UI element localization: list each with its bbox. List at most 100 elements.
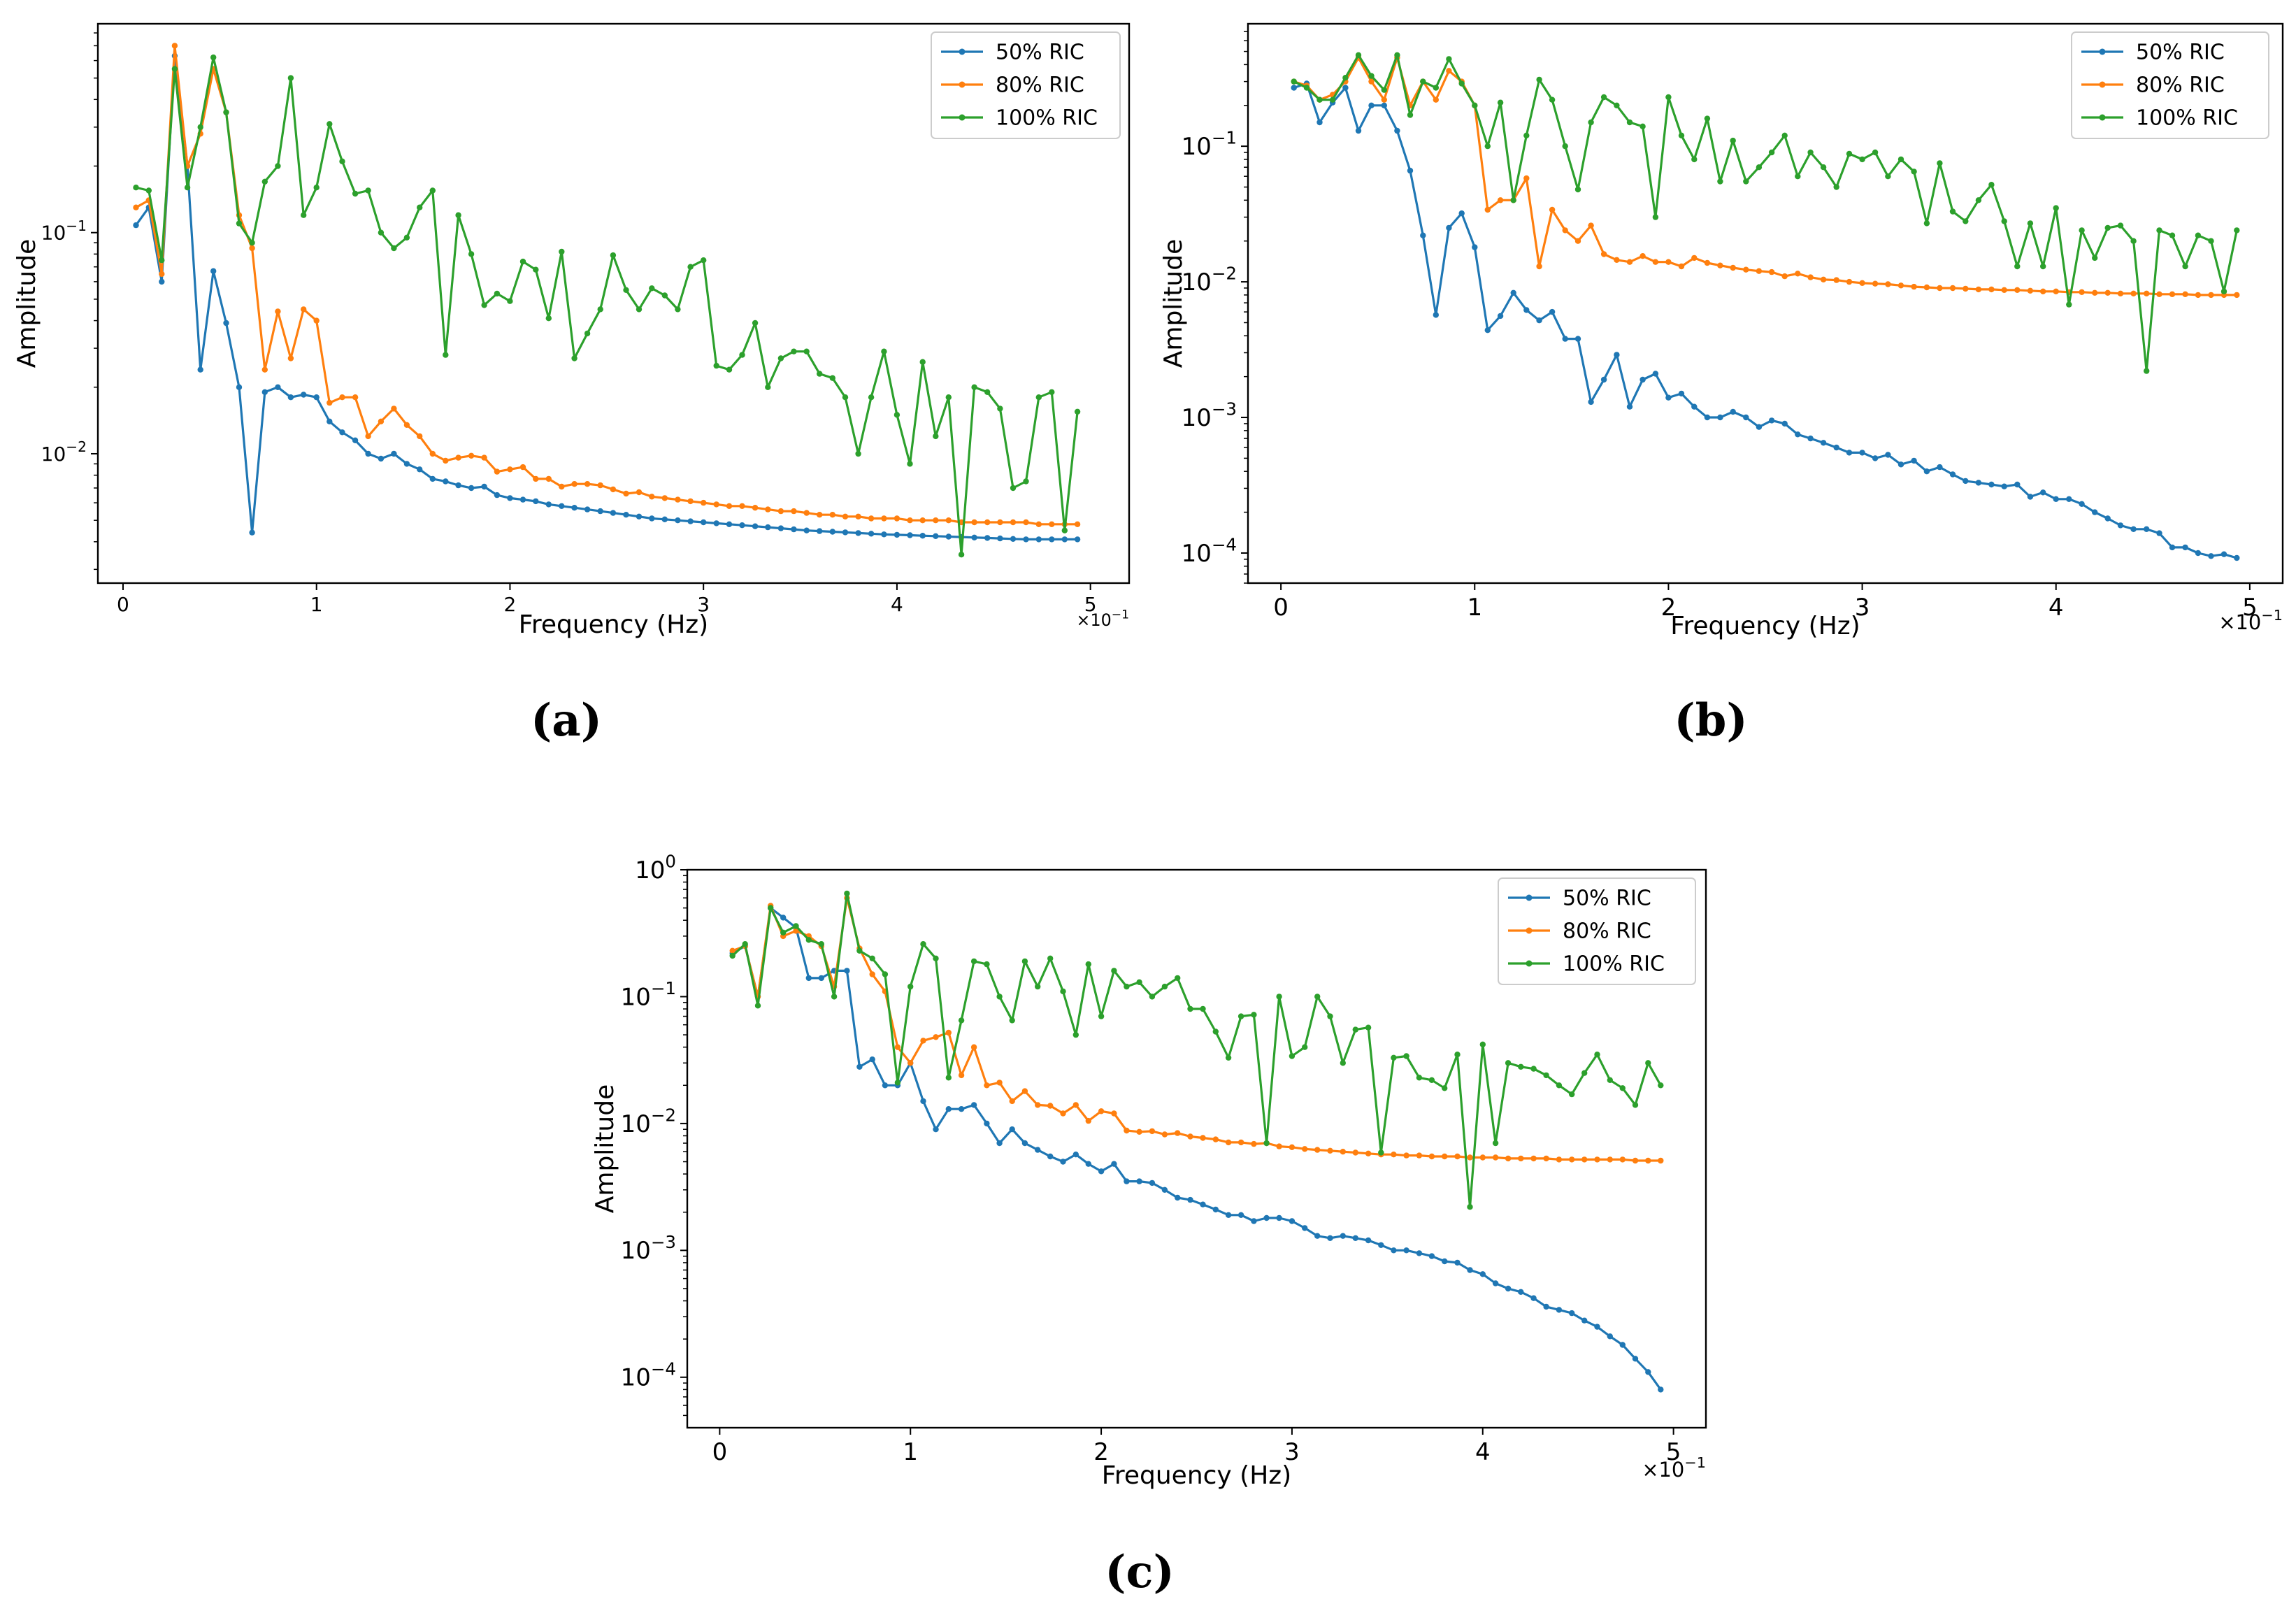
data-point-50ric-a — [1035, 536, 1042, 543]
data-point-100ric-a — [881, 348, 887, 354]
data-point-80ric-a — [984, 519, 991, 526]
data-point-100ric-c — [1352, 1026, 1359, 1033]
data-point-50ric-a — [468, 485, 475, 492]
x-tick-label-a: 3 — [697, 593, 710, 616]
data-point-80ric-a — [971, 519, 977, 526]
data-point-100ric-c — [1543, 1072, 1549, 1079]
data-point-100ric-c — [958, 1017, 965, 1024]
series-line-100ric-a — [136, 56, 1079, 556]
data-point-80ric-b — [1949, 285, 1956, 292]
data-point-50ric-b — [2195, 550, 2202, 557]
data-point-80ric-a — [1074, 521, 1081, 527]
data-point-80ric-a — [1049, 521, 1055, 527]
plot-frame-b — [1247, 22, 2284, 585]
legend-label-100ric-c: 100% RIC — [1563, 952, 1665, 977]
data-point-50ric-b — [2117, 522, 2124, 529]
data-point-100ric-a — [339, 158, 345, 164]
data-point-50ric-b — [2066, 496, 2072, 502]
data-point-80ric-c — [1518, 1155, 1524, 1162]
legend-box-c — [1498, 877, 1696, 985]
x-tick-label-c: 0 — [712, 1438, 728, 1466]
data-point-100ric-b — [2220, 288, 2227, 294]
data-point-50ric-b — [1911, 457, 1917, 464]
data-point-100ric-b — [1872, 149, 1879, 156]
data-point-80ric-b — [1614, 257, 1620, 263]
data-point-100ric-c — [742, 941, 748, 947]
data-point-50ric-b — [1795, 431, 1801, 438]
data-point-100ric-a — [894, 412, 901, 418]
data-point-50ric-c — [984, 1120, 990, 1127]
data-point-50ric-b — [1717, 414, 1723, 421]
data-point-50ric-c — [1302, 1225, 1308, 1231]
data-point-100ric-b — [1394, 52, 1400, 59]
data-point-100ric-c — [754, 1003, 761, 1009]
data-point-100ric-b — [1820, 164, 1827, 171]
data-point-50ric-c — [1200, 1201, 1206, 1207]
data-point-100ric-a — [701, 257, 707, 264]
data-point-80ric-b — [1897, 282, 1904, 289]
data-point-100ric-b — [1846, 150, 1853, 157]
data-point-50ric-a — [868, 531, 875, 537]
data-point-100ric-a — [726, 366, 733, 373]
data-point-80ric-c — [920, 1038, 926, 1044]
data-point-50ric-b — [1458, 210, 1465, 217]
legend-label-50ric-a: 50% RIC — [996, 41, 1084, 65]
data-point-100ric-b — [1433, 85, 1439, 91]
data-point-100ric-c — [844, 890, 850, 897]
data-point-50ric-a — [675, 517, 681, 524]
data-point-100ric-b — [1859, 156, 1865, 163]
data-point-100ric-c — [793, 923, 799, 929]
legend-label-50ric-b: 50% RIC — [2136, 41, 2225, 65]
legend-marker-80ric-a — [959, 81, 966, 88]
data-point-80ric-a — [1035, 521, 1042, 527]
data-point-100ric-b — [1988, 182, 1995, 188]
legend-marker-100ric-b — [2099, 114, 2106, 121]
data-point-100ric-c — [1237, 1013, 1244, 1019]
data-point-100ric-b — [1756, 164, 1763, 171]
data-point-80ric-a — [636, 489, 643, 496]
data-point-100ric-a — [777, 355, 784, 361]
data-point-50ric-b — [1368, 102, 1375, 108]
data-point-100ric-a — [636, 306, 643, 313]
data-point-50ric-c — [1009, 1126, 1015, 1133]
data-point-80ric-b — [1640, 253, 1646, 259]
data-point-100ric-a — [417, 204, 423, 210]
data-point-50ric-b — [1937, 464, 1943, 471]
data-point-100ric-c — [1454, 1052, 1461, 1058]
data-point-100ric-b — [1640, 123, 1646, 129]
x-tick-label-c: 2 — [1093, 1438, 1109, 1466]
legend-marker-100ric-a — [959, 114, 966, 121]
data-point-80ric-c — [1428, 1153, 1435, 1160]
data-point-100ric-a — [145, 187, 152, 194]
data-point-50ric-b — [1897, 461, 1904, 468]
data-point-80ric-a — [545, 475, 552, 482]
data-point-100ric-c — [1340, 1060, 1347, 1066]
data-point-50ric-c — [869, 1056, 875, 1063]
data-point-50ric-a — [791, 526, 797, 533]
data-point-100ric-a — [352, 190, 359, 197]
data-point-100ric-c — [1505, 1060, 1512, 1066]
data-point-50ric-a — [855, 530, 861, 536]
data-point-80ric-a — [365, 433, 371, 440]
data-point-50ric-a — [249, 529, 255, 536]
data-point-100ric-c — [1378, 1149, 1384, 1156]
data-point-100ric-b — [2104, 224, 2111, 231]
data-point-80ric-c — [1021, 1088, 1028, 1094]
data-point-100ric-c — [1276, 994, 1282, 1000]
data-point-100ric-a — [933, 433, 939, 440]
data-point-50ric-a — [327, 418, 333, 424]
y-tick-label-b: 10−2 — [1182, 264, 1237, 296]
data-point-100ric-a — [623, 287, 629, 293]
data-point-50ric-b — [1600, 376, 1607, 383]
data-point-100ric-c — [1492, 1140, 1499, 1147]
data-point-100ric-a — [533, 266, 539, 273]
data-point-100ric-a — [378, 229, 385, 236]
data-point-80ric-b — [1923, 284, 1930, 291]
data-point-80ric-c — [1403, 1152, 1409, 1159]
data-point-100ric-a — [455, 212, 461, 218]
data-point-50ric-c — [1403, 1247, 1409, 1254]
data-point-50ric-c — [1428, 1253, 1435, 1259]
data-point-100ric-a — [559, 248, 565, 255]
data-point-80ric-a — [429, 450, 436, 457]
